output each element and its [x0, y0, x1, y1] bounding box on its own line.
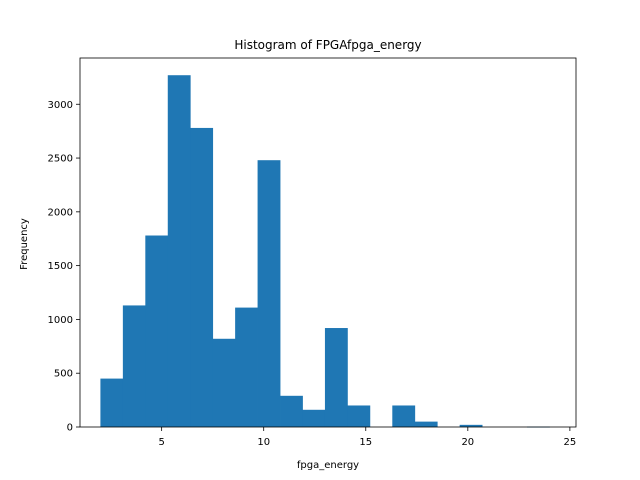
- histogram-bar-4: [190, 127, 214, 428]
- histogram-bar-3: [167, 75, 191, 428]
- histogram-bar-2: [145, 235, 169, 427]
- x-tick-label: 15: [359, 437, 372, 448]
- y-tick-label: 3000: [48, 100, 73, 111]
- x-tick-label: 20: [461, 437, 474, 448]
- histogram-bar-8: [280, 395, 303, 427]
- plot-frame: [79, 57, 577, 428]
- y-axis-label: Frequency: [19, 218, 30, 270]
- histogram-bar-5: [212, 338, 236, 427]
- x-tick-label: 5: [158, 437, 164, 448]
- histogram-bar-10: [324, 328, 348, 427]
- x-tick-label: 25: [564, 437, 577, 448]
- histogram-bar-6: [235, 307, 258, 427]
- y-tick-label: 2000: [48, 207, 73, 218]
- x-tick-label: 10: [257, 437, 270, 448]
- y-axis: 0 500 1000 1500 2000 2500 3000: [48, 100, 80, 434]
- y-tick-label: 1000: [48, 315, 73, 326]
- histogram-bar-14: [414, 421, 438, 427]
- y-tick-label: 2500: [48, 154, 73, 165]
- y-tick-label: 500: [54, 369, 73, 380]
- chart-title: Histogram of FPGAfpga_energy: [234, 38, 421, 52]
- histogram-bar-13: [392, 405, 416, 427]
- x-axis: 5 10 15 20 25: [158, 427, 576, 448]
- histogram-bar-1: [122, 305, 146, 427]
- y-tick-label: 1500: [48, 261, 73, 272]
- histogram-bar-7: [257, 160, 281, 427]
- histogram-bar-11: [347, 405, 371, 427]
- histogram-bar-16: [459, 424, 483, 427]
- x-axis-label: fpga_energy: [297, 460, 359, 471]
- histogram-bar-0: [100, 378, 124, 427]
- histogram-bar-9: [302, 409, 326, 427]
- bars-group: [100, 75, 550, 428]
- y-tick-label: 0: [67, 423, 73, 434]
